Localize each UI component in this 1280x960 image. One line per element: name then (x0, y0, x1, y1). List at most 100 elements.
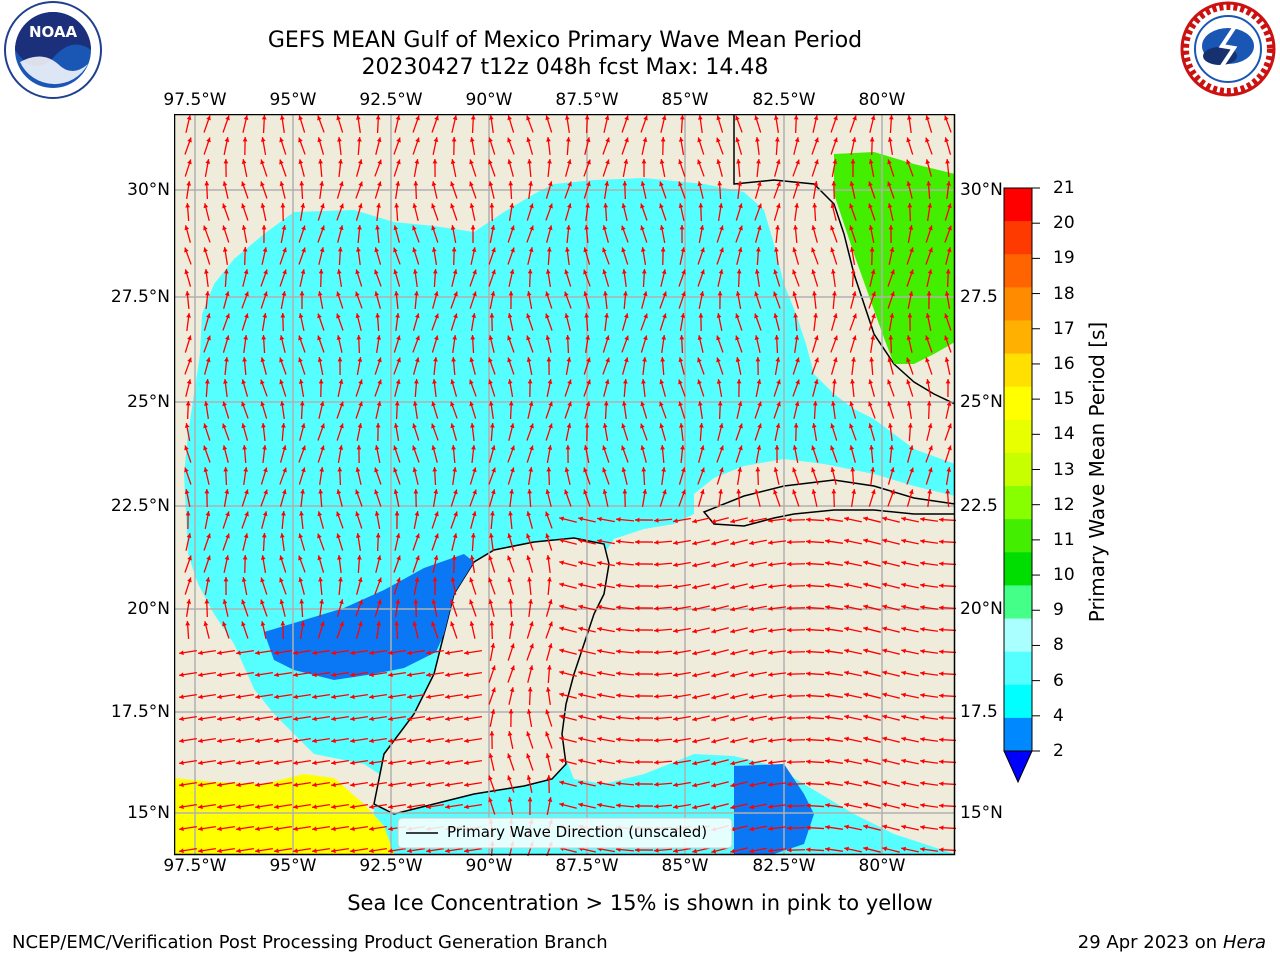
wave-arrow (205, 290, 210, 310)
nws-logo (1180, 1, 1276, 97)
wave-arrow (711, 517, 729, 524)
wave-arrow (868, 489, 876, 507)
wave-arrow (317, 555, 325, 573)
wave-arrow (489, 643, 496, 661)
wave-arrow (336, 621, 344, 639)
wave-arrow (464, 781, 482, 788)
wave-arrow (375, 401, 382, 419)
wave-arrow (469, 357, 476, 375)
wave-arrow (730, 759, 748, 766)
wave-arrow (526, 313, 534, 331)
wave-arrow (602, 159, 610, 177)
wave-arrow (944, 137, 952, 155)
wave-arrow (697, 335, 704, 353)
wave-arrow (222, 335, 230, 353)
wave-arrow (578, 736, 596, 743)
wave-arrow (849, 445, 856, 463)
wave-arrow (393, 445, 401, 463)
wave-arrow (578, 670, 596, 677)
wave-arrow (217, 803, 235, 810)
wave-arrow (488, 599, 495, 617)
wave-arrow (945, 247, 952, 265)
wave-arrow (717, 400, 723, 420)
wave-arrow (711, 759, 729, 766)
wave-arrow (578, 538, 596, 545)
wave-arrow (388, 715, 406, 722)
wave-arrow (811, 357, 819, 375)
wave-arrow (749, 715, 767, 722)
wave-arrow (293, 715, 311, 722)
wave-arrow (217, 737, 235, 744)
wave-arrow (634, 517, 654, 523)
wave-arrow (793, 224, 798, 244)
wave-arrow (831, 159, 838, 177)
wave-arrow (488, 114, 494, 134)
wave-arrow (369, 693, 387, 700)
wave-arrow (241, 423, 249, 441)
lat-left-tick: 30°N (127, 180, 170, 200)
lon-bottom-tick: 97.5°W (163, 856, 227, 876)
wave-arrow (375, 137, 382, 155)
colorbar-segment (1004, 320, 1032, 355)
wave-arrow (545, 533, 553, 551)
colorbar-tick: 8 (1053, 635, 1064, 656)
wave-arrow (736, 247, 743, 265)
map-frame (174, 114, 956, 856)
wave-arrow (919, 582, 939, 588)
wave-arrow (470, 334, 476, 354)
wave-arrow (774, 357, 781, 375)
wave-arrow (754, 335, 761, 353)
wave-arrow (603, 400, 609, 420)
wave-arrow (426, 847, 444, 854)
wave-arrow (451, 115, 458, 133)
wave-arrow (204, 598, 210, 618)
wave-arrow (489, 225, 496, 243)
wave-arrow (299, 203, 306, 221)
wave-arrow (255, 847, 273, 854)
wave-arrow (184, 159, 192, 177)
wave-arrow (849, 313, 857, 331)
wave-arrow (260, 291, 268, 309)
wave-arrow (901, 560, 919, 567)
wave-arrow (393, 269, 401, 287)
wave-arrow (640, 401, 648, 419)
wave-arrow (488, 181, 495, 199)
wave-arrow (850, 268, 856, 288)
wave-arrow (749, 605, 767, 612)
wave-arrow (508, 598, 514, 618)
wave-arrow (844, 516, 862, 523)
wave-arrow (653, 628, 673, 633)
wave-arrow (640, 423, 648, 441)
wave-arrow (754, 225, 762, 243)
wave-arrow (615, 671, 635, 676)
wave-arrow (413, 180, 419, 200)
wave-arrow (863, 758, 881, 765)
wave-arrow (488, 137, 496, 155)
wave-arrow (735, 203, 743, 221)
wave-arrow (583, 247, 591, 265)
colorbar-tick: 17 (1053, 318, 1075, 339)
wave-arrow (242, 136, 248, 156)
wave-arrow (925, 313, 932, 331)
wave-arrow (470, 532, 476, 552)
wave-arrow (388, 759, 406, 766)
wave-arrow (882, 560, 900, 567)
wave-arrow (756, 158, 761, 178)
wave-arrow (754, 181, 762, 199)
wave-arrow (395, 312, 400, 332)
wave-arrow (242, 246, 248, 266)
wave-arrow (432, 268, 438, 288)
lon-bottom-tick: 82.5°W (752, 856, 816, 876)
wave-arrow (906, 247, 914, 265)
colorbar-tick: 18 (1053, 283, 1075, 304)
wave-arrow (526, 709, 533, 727)
wave-arrow (844, 846, 862, 853)
wave-arrow (375, 224, 380, 244)
wave-arrow (355, 533, 362, 551)
lon-top-tick: 82.5°W (752, 90, 816, 110)
wave-arrow (413, 268, 418, 288)
wave-arrow (578, 648, 596, 655)
lat-left-tick: 17.5°N (110, 702, 170, 722)
wave-arrow (312, 759, 330, 766)
wave-arrow (241, 181, 249, 199)
